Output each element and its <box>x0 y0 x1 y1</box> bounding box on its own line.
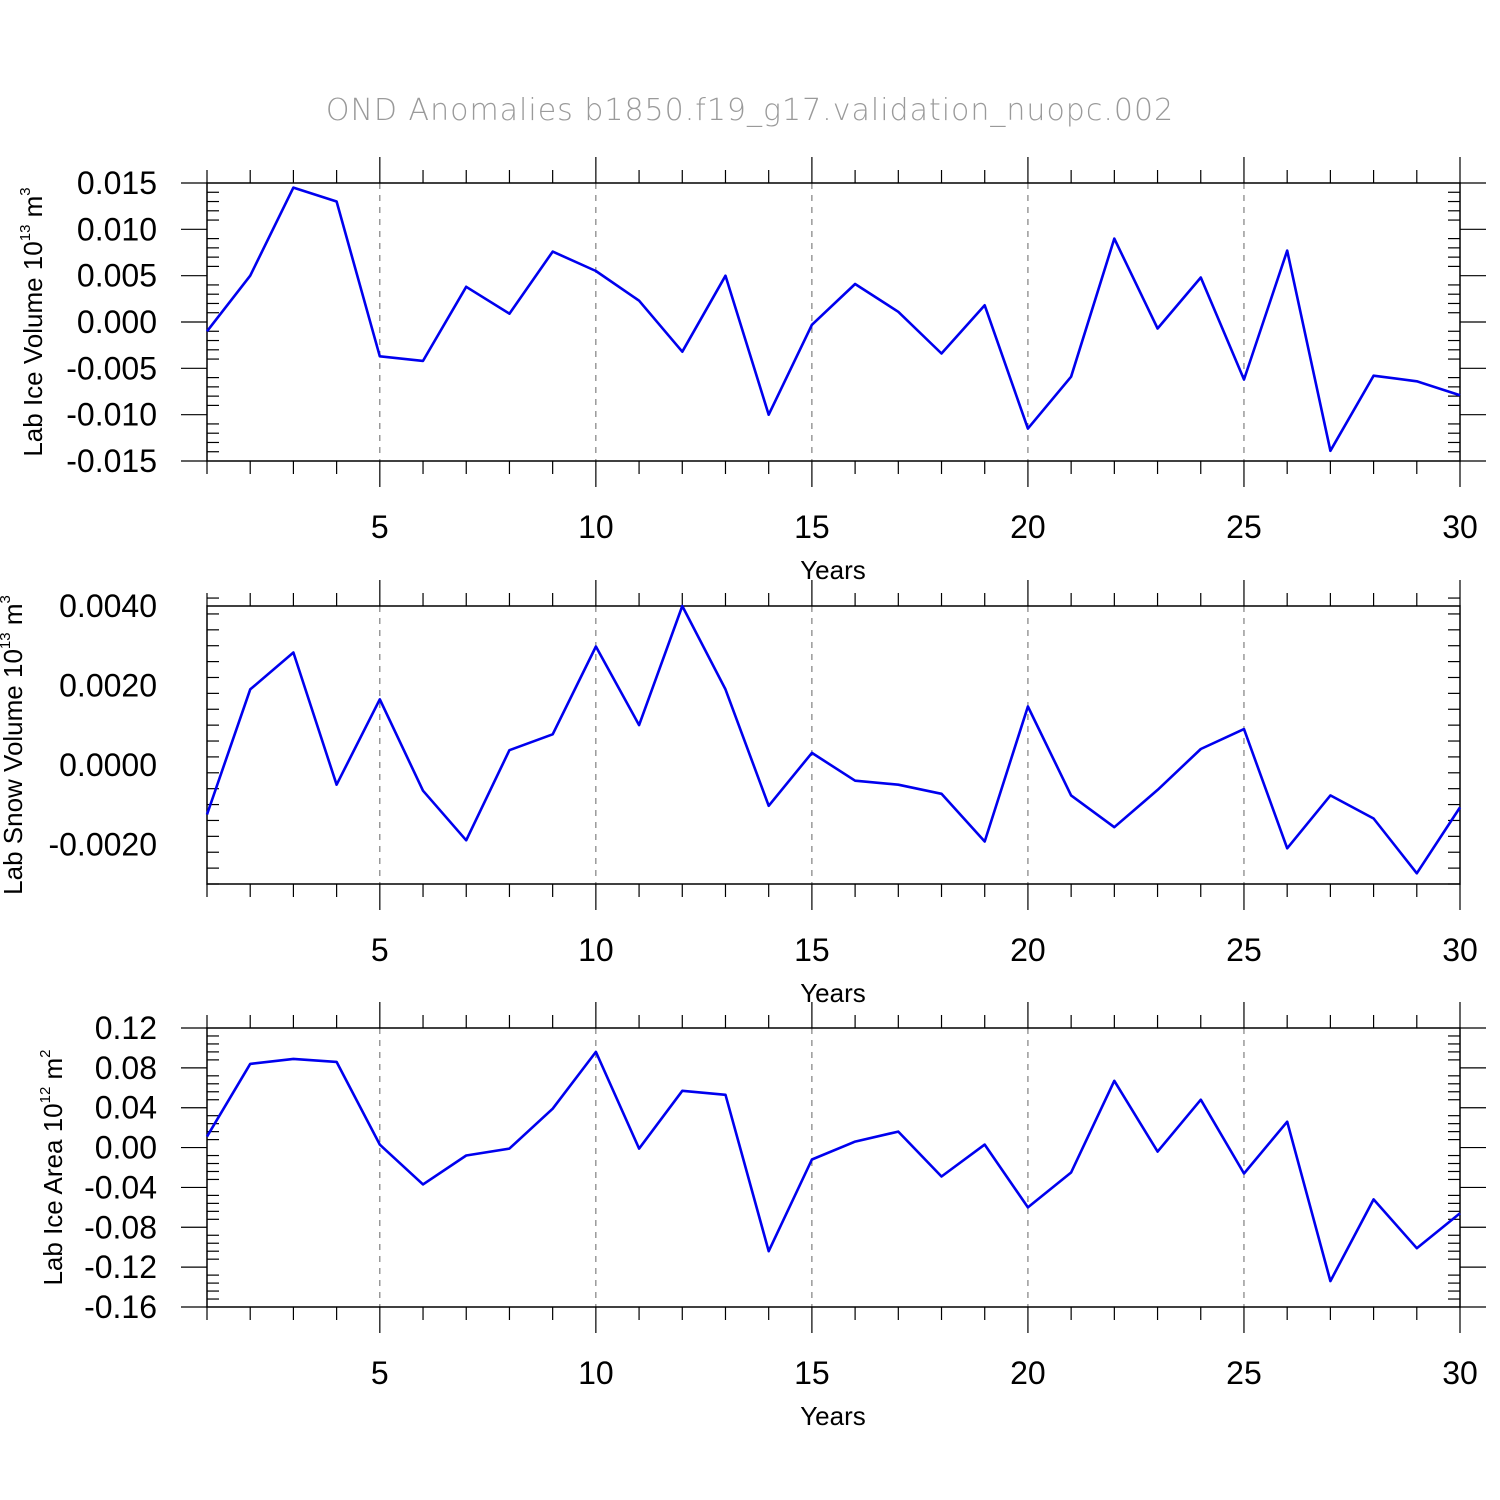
y-tick-label: 0.08 <box>95 1050 157 1086</box>
x-tick-label: 5 <box>371 1355 389 1391</box>
y-tick-label: 0.0020 <box>59 667 157 703</box>
y-axis-unit-power: 3 <box>0 595 14 603</box>
y-axis-label-text: Lab Ice Area 10 <box>38 1103 68 1285</box>
y-axis-unit-power: 2 <box>37 1049 54 1057</box>
y-axis-title: Lab Ice Volume 1013 m3 <box>17 187 48 456</box>
panel-2: -0.0020 0.0000 0.0020 0.0040 5 10 15 20 25 30 Year… <box>0 580 1478 1008</box>
y-tick-label: 0.005 <box>77 258 157 294</box>
y-axis-exponent: 13 <box>0 632 14 649</box>
y-tick-label: -0.005 <box>66 350 157 386</box>
y-tick-label: 0.010 <box>77 211 157 247</box>
y-tick-label: 0.04 <box>95 1090 157 1126</box>
y-tick-label: -0.015 <box>66 443 157 479</box>
chart-title: OND Anomalies b1850.f19_g17.validation_n… <box>326 93 1174 128</box>
y-tick-label: -0.010 <box>66 397 157 433</box>
x-tick-label: 25 <box>1226 509 1262 545</box>
plot-frame <box>206 605 1461 885</box>
x-tick-label: 30 <box>1442 509 1478 545</box>
y-axis-exponent: 13 <box>17 225 34 242</box>
x-tick-label: 30 <box>1442 1355 1478 1391</box>
x-tick-label: 5 <box>371 509 389 545</box>
y-tick-label: -0.0020 <box>48 826 157 862</box>
x-tick-label: 15 <box>794 509 830 545</box>
x-tick-label: 25 <box>1226 932 1262 968</box>
x-tick-label: 20 <box>1010 932 1046 968</box>
x-tick-label: 15 <box>794 1355 830 1391</box>
x-tick-label: 5 <box>371 932 389 968</box>
x-tick-label: 20 <box>1010 1355 1046 1391</box>
x-tick-label: 10 <box>578 1355 614 1391</box>
y-tick-label: -0.12 <box>84 1249 157 1285</box>
y-tick-label: 0.0000 <box>59 747 157 783</box>
y-tick-label: 0.00 <box>95 1130 157 1166</box>
y-axis-title: Lab Ice Area 1012 m2 <box>37 1049 68 1285</box>
y-tick-label: 0.12 <box>95 1010 157 1046</box>
y-tick-label: -0.16 <box>84 1289 157 1325</box>
y-tick-label: 0.0040 <box>59 588 157 624</box>
y-axis-exponent: 12 <box>37 1087 54 1104</box>
x-tick-label: 30 <box>1442 932 1478 968</box>
x-tick-label: 20 <box>1010 509 1046 545</box>
panel-1: -0.015 -0.010 -0.005 0.000 0.005 0.010 0.015 5 1… <box>17 157 1486 585</box>
series-line <box>205 604 1462 875</box>
x-axis-title: Years <box>800 555 866 585</box>
x-axis-title: Years <box>800 978 866 1008</box>
y-tick-label: -0.04 <box>84 1169 157 1205</box>
y-axis-title: Lab Snow Volume 1013 m3 <box>0 595 28 895</box>
series-line <box>205 1050 1461 1283</box>
y-tick-label: 0.015 <box>77 165 157 201</box>
y-axis-unit: m <box>38 1058 68 1087</box>
x-tick-label: 10 <box>578 509 614 545</box>
plot-frame <box>206 1027 1461 1308</box>
y-tick-label: 0.000 <box>77 304 157 340</box>
y-axis-unit: m <box>0 604 28 633</box>
y-axis-unit-power: 3 <box>17 187 34 195</box>
y-axis-label-text: Lab Snow Volume 10 <box>0 649 28 895</box>
y-tick-label: -0.08 <box>84 1209 157 1245</box>
series-line <box>205 186 1461 453</box>
plot-frame <box>206 182 1461 462</box>
x-tick-label: 15 <box>794 932 830 968</box>
x-tick-label: 10 <box>578 932 614 968</box>
y-axis-unit: m <box>18 196 48 225</box>
x-axis-title: Years <box>800 1401 866 1431</box>
panel-3: -0.16 -0.12 -0.08 -0.040.00 0.04 0.08 0.12 5 10 1… <box>37 1002 1486 1431</box>
x-tick-label: 25 <box>1226 1355 1262 1391</box>
y-axis-label-text: Lab Ice Volume 10 <box>18 241 48 456</box>
